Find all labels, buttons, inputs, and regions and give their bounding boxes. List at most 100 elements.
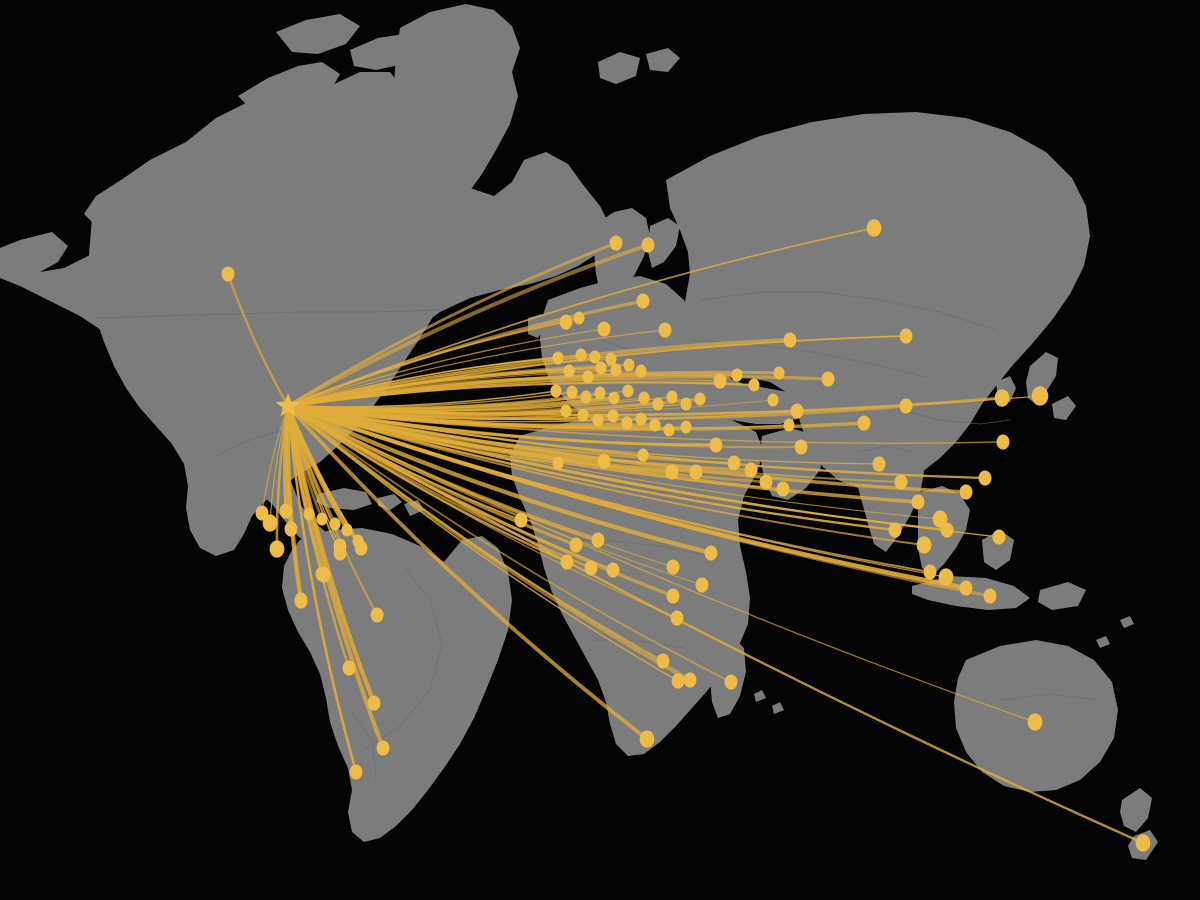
destination-node-south-america-9[interactable] <box>349 764 363 780</box>
destination-node-caribbean-2[interactable] <box>316 512 328 526</box>
destination-node-east-africa-1[interactable] <box>666 588 680 604</box>
destination-node-uk-1[interactable] <box>559 314 573 330</box>
destination-node-southern-africa-1[interactable] <box>639 730 655 748</box>
destination-node-west-europe-2[interactable] <box>575 348 587 362</box>
destination-node-central-america-3[interactable] <box>279 503 293 519</box>
destination-node-mediterranean-7[interactable] <box>649 418 661 432</box>
destination-node-south-europe-10[interactable] <box>680 397 692 411</box>
destination-node-caribbean-4[interactable] <box>341 523 353 537</box>
destination-node-east-africa-4[interactable] <box>656 653 670 669</box>
destination-node-north-europe-1[interactable] <box>597 321 611 337</box>
destination-node-mediterranean-5[interactable] <box>621 416 633 430</box>
destination-node-caucasus-3[interactable] <box>773 366 785 380</box>
destination-node-southeast-asia-7[interactable] <box>978 470 992 486</box>
destination-node-west-europe-8[interactable] <box>623 358 635 372</box>
destination-node-east-asia-4[interactable] <box>899 398 913 414</box>
destination-node-south-america-4[interactable] <box>294 592 308 608</box>
destination-node-oceania-2[interactable] <box>1135 834 1151 852</box>
destination-node-north-europe-2[interactable] <box>605 352 617 366</box>
destination-node-north-america-1[interactable] <box>221 266 235 282</box>
destination-node-south-america-6[interactable] <box>342 660 356 676</box>
destination-node-middle-east-7[interactable] <box>783 418 795 432</box>
destination-node-southeast-asia-8[interactable] <box>959 484 973 500</box>
destination-node-mediterranean-4[interactable] <box>607 409 619 423</box>
destination-node-nordic-2[interactable] <box>641 237 655 253</box>
destination-node-central-asia-4[interactable] <box>821 371 835 387</box>
destination-node-west-europe-6[interactable] <box>595 361 607 375</box>
destination-node-south-asia-2[interactable] <box>894 474 908 490</box>
destination-node-east-africa-3[interactable] <box>695 577 709 593</box>
destination-node-west-africa-2[interactable] <box>569 537 583 553</box>
destination-node-central-asia-1[interactable] <box>866 219 882 237</box>
destination-node-caucasus-2[interactable] <box>790 403 804 419</box>
destination-node-south-europe-5[interactable] <box>608 391 620 405</box>
destination-node-east-europe-1[interactable] <box>713 373 727 389</box>
destination-node-west-europe-3[interactable] <box>589 350 601 364</box>
destination-node-west-europe-4[interactable] <box>563 364 575 378</box>
destination-node-mediterranean-9[interactable] <box>680 420 692 434</box>
destination-node-mediterranean-6',[interactable] <box>635 412 647 426</box>
destination-node-west-africa-5[interactable] <box>584 560 598 576</box>
destination-node-central-america-4[interactable] <box>284 521 298 537</box>
destination-node-east-europe-3[interactable] <box>748 378 760 392</box>
destination-node-uk-2[interactable] <box>573 311 585 325</box>
destination-node-south-america-7[interactable] <box>367 695 381 711</box>
destination-node-east-africa-5[interactable] <box>671 673 685 689</box>
destination-node-mediterranean-8[interactable] <box>663 423 675 437</box>
destination-node-east-asia-1[interactable] <box>994 389 1010 407</box>
destination-node-east-asia-2[interactable] <box>1031 386 1049 406</box>
destination-node-north-africa-3[interactable] <box>665 464 679 480</box>
destination-node-middle-east-2[interactable] <box>727 455 741 471</box>
destination-node-middle-east-5[interactable] <box>776 481 790 497</box>
destination-node-south-europe-4[interactable] <box>594 386 606 400</box>
destination-node-south-europe-11[interactable] <box>694 392 706 406</box>
destination-node-west-europe-9[interactable] <box>635 364 647 378</box>
destination-node-south-america-8[interactable] <box>376 740 390 756</box>
destination-node-west-africa-3[interactable] <box>591 532 605 548</box>
destination-node-east-africa-2[interactable] <box>670 610 684 626</box>
destination-node-southeast-asia-5[interactable] <box>959 580 973 596</box>
destination-node-west-europe-5[interactable] <box>582 370 594 384</box>
hub-star-marker[interactable] <box>275 393 301 417</box>
destination-node-south-europe-6[interactable] <box>622 384 634 398</box>
destination-node-caribbean-3[interactable] <box>329 517 341 531</box>
destination-node-south-america-1[interactable] <box>333 545 347 561</box>
destination-node-west-africa-4[interactable] <box>560 554 574 570</box>
destination-node-north-africa-2[interactable] <box>597 453 611 469</box>
destination-node-oceania-1[interactable] <box>1027 713 1043 731</box>
destination-node-middle-east-1[interactable] <box>709 437 723 453</box>
destination-node-north-africa-5[interactable] <box>637 448 649 462</box>
destination-node-central-europe-1[interactable] <box>658 322 672 338</box>
destination-node-west-africa-8[interactable] <box>704 545 718 561</box>
destination-node-central-america-5[interactable] <box>269 540 285 558</box>
destination-node-north-africa-1[interactable] <box>552 456 564 470</box>
destination-node-south-america-5[interactable] <box>370 607 384 623</box>
destination-node-south-europe-1[interactable] <box>550 384 562 398</box>
destination-node-south-europe-8[interactable] <box>652 397 664 411</box>
destination-node-south-europe-3[interactable] <box>580 390 592 404</box>
destination-node-east-europe-4[interactable] <box>767 393 779 407</box>
destination-node-caucasus-1[interactable] <box>783 332 797 348</box>
destination-node-southeast-asia-4[interactable] <box>923 564 937 580</box>
destination-node-west-africa-6[interactable] <box>606 562 620 578</box>
destination-node-south-america-2[interactable] <box>354 540 368 556</box>
destination-node-mediterranean-1[interactable] <box>560 404 572 418</box>
destination-node-central-asia-3[interactable] <box>857 415 871 431</box>
destination-node-southeast-asia-9[interactable] <box>992 529 1006 545</box>
destination-node-south-asia-4[interactable] <box>932 510 948 528</box>
destination-node-west-africa-1[interactable] <box>514 512 528 528</box>
destination-node-nordic-1[interactable] <box>609 235 623 251</box>
destination-node-southeast-asia-1[interactable] <box>916 536 932 554</box>
destination-node-south-europe-7[interactable] <box>638 391 650 405</box>
destination-node-middle-east-3[interactable] <box>744 462 758 478</box>
destination-node-south-asia-3[interactable] <box>911 494 925 510</box>
destination-node-mediterranean-3[interactable] <box>592 413 604 427</box>
destination-node-east-africa-6[interactable] <box>683 672 697 688</box>
destination-node-middle-east-6[interactable] <box>794 439 808 455</box>
destination-node-central-america-2[interactable] <box>262 514 278 532</box>
destination-node-south-europe-9[interactable] <box>666 390 678 404</box>
destination-node-central-asia-2[interactable] <box>899 328 913 344</box>
destination-node-east-europe-2[interactable] <box>731 368 743 382</box>
destination-node-caribbean-1[interactable] <box>303 507 315 521</box>
destination-node-southeast-asia-2[interactable] <box>940 522 954 538</box>
